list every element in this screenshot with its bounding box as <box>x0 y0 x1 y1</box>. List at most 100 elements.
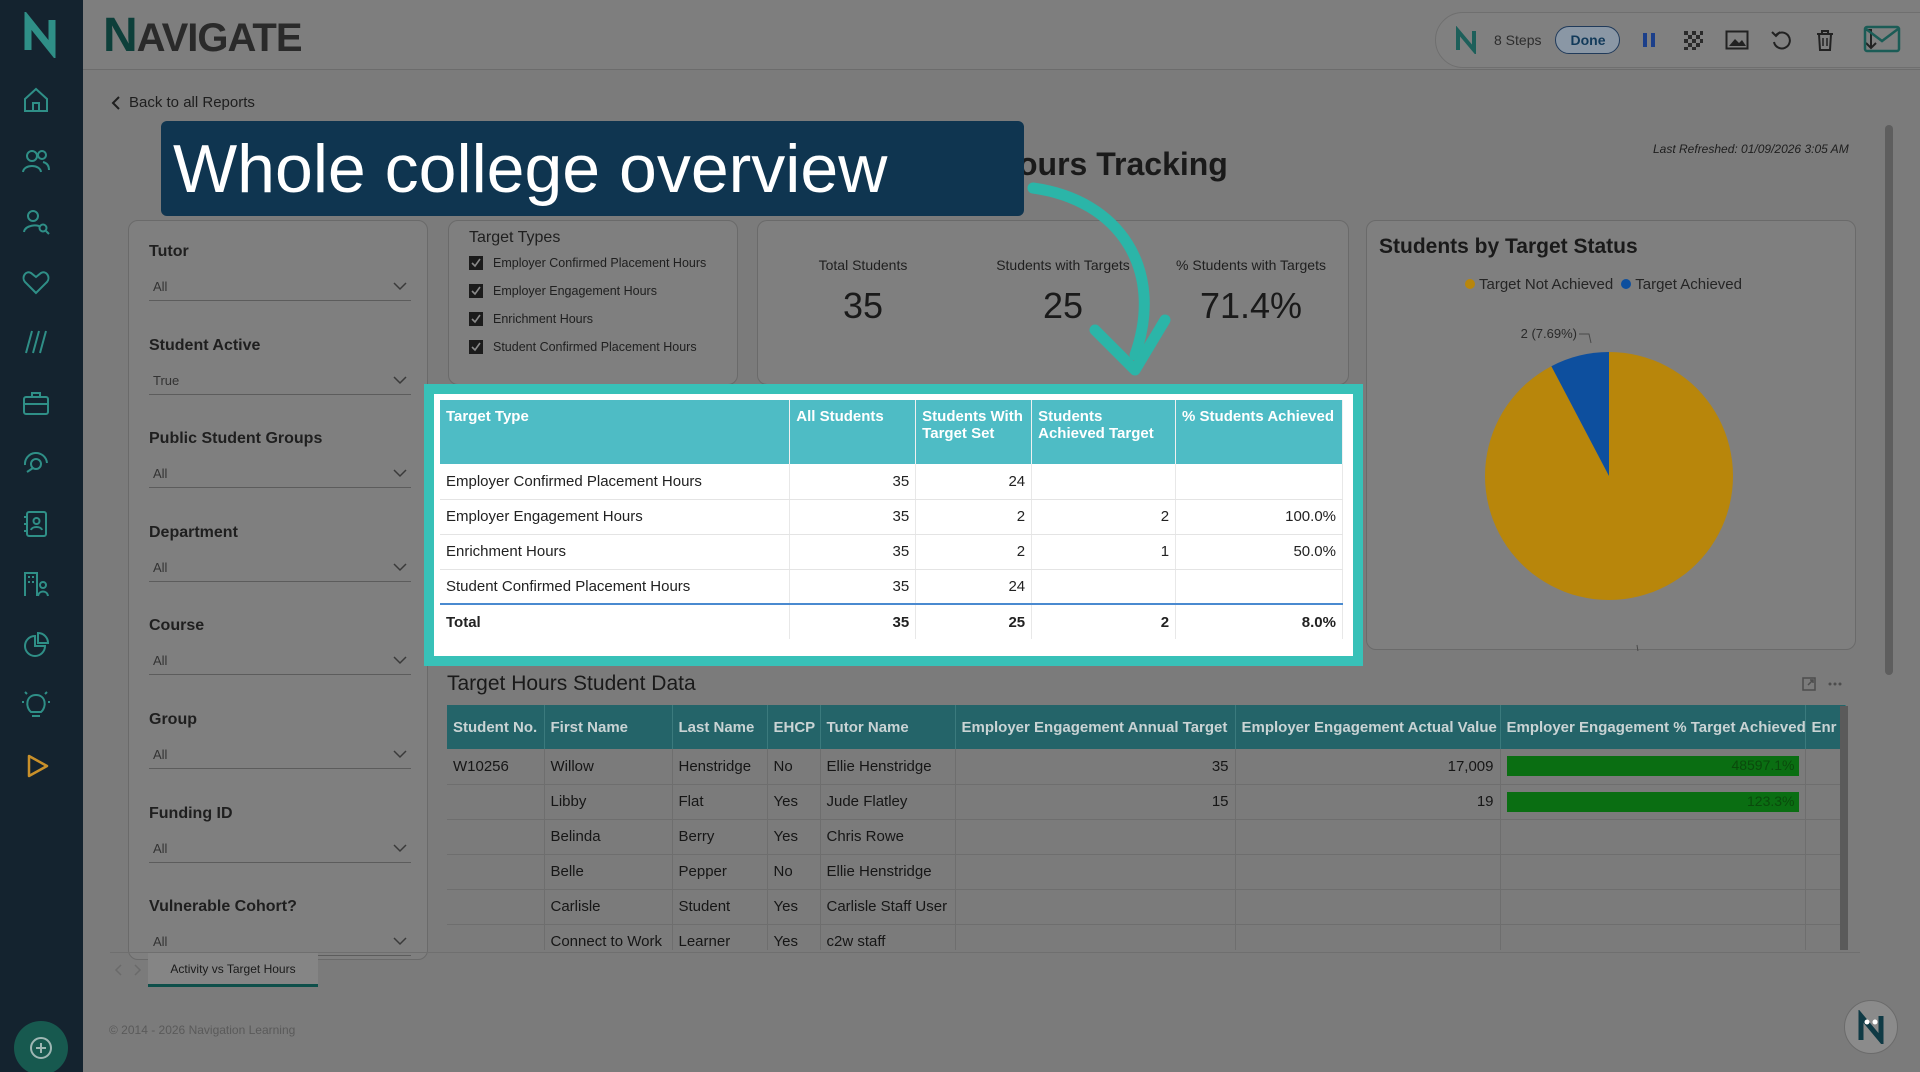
pie-chart-title: Students by Target Status <box>1379 235 1638 258</box>
nav-heart-button[interactable] <box>18 264 54 300</box>
image-icon[interactable] <box>1722 25 1752 55</box>
help-assistant-button[interactable] <box>1844 1000 1898 1054</box>
table-cell: 100.0% <box>1175 499 1343 535</box>
checkbox-checked-icon[interactable] <box>469 256 483 270</box>
table-cell: 35 <box>955 749 1236 785</box>
column-header[interactable]: Target Type <box>440 400 791 464</box>
pie-slice-target-achieved[interactable] <box>1551 352 1609 476</box>
undo-icon[interactable] <box>1766 25 1796 55</box>
column-header[interactable]: Enr <box>1805 705 1846 749</box>
column-header[interactable]: EHCP <box>767 705 821 749</box>
page-scrollbar[interactable] <box>1885 125 1893 675</box>
filter-label: Funding ID <box>149 804 233 822</box>
filter-value: All <box>153 934 168 950</box>
filter-dropdown[interactable]: All <box>149 554 411 582</box>
tab-prev-icon[interactable] <box>114 963 124 977</box>
chevron-down-icon <box>393 376 407 384</box>
table-cell <box>1805 749 1846 785</box>
checkbox-checked-icon[interactable] <box>469 312 483 326</box>
table-cell: Flat <box>672 784 768 820</box>
recorder-logo-icon <box>1456 26 1476 54</box>
column-header[interactable]: % Students Achieved <box>1175 400 1343 464</box>
checkbox-checked-icon[interactable] <box>469 284 483 298</box>
filter-tutor: Tutor All <box>149 243 411 301</box>
table-cell: c2w staff <box>820 924 956 950</box>
pause-icon[interactable] <box>1634 25 1664 55</box>
target-type-table-highlight: Target Type All Students Students With Tar… <box>424 384 1363 666</box>
top-bar: NAVIGATE 8 Steps Done <box>83 0 1920 70</box>
nav-contact-book-button[interactable] <box>18 506 54 542</box>
column-header[interactable]: Tutor Name <box>820 705 956 749</box>
pie-data-label-not-achieved: 24 (92.31%) <box>1657 650 1728 651</box>
table-cell: 35 <box>789 569 917 605</box>
filter-dropdown[interactable]: True <box>149 367 411 395</box>
nav-headset-button[interactable] <box>18 445 54 481</box>
nav-user-search-button[interactable] <box>18 203 54 239</box>
navigate-logo-icon[interactable] <box>18 12 64 58</box>
tab-activity-vs-target-hours[interactable]: Activity vs Target Hours <box>148 953 318 987</box>
column-header[interactable]: Last Name <box>672 705 768 749</box>
column-header[interactable]: Students Achieved Target <box>1031 400 1177 464</box>
assistant-mascot-icon <box>1858 1010 1884 1044</box>
blur-icon[interactable] <box>1678 25 1708 55</box>
tab-next-icon[interactable] <box>132 963 142 977</box>
filter-dropdown[interactable]: All <box>149 647 411 676</box>
student-data-table-container[interactable]: Student No. First Name Last Name EHCP Tutor … <box>447 705 1920 950</box>
nav-pie-chart-button[interactable] <box>18 627 54 663</box>
mail-icon[interactable] <box>1863 24 1901 54</box>
column-header[interactable]: Students With Target Set <box>915 400 1033 464</box>
column-header[interactable]: Employer Engagement Annual Target <box>955 705 1236 749</box>
table-scrollbar[interactable] <box>1840 706 1848 950</box>
table-cell <box>1805 889 1846 925</box>
filter-dropdown[interactable]: All <box>149 741 411 769</box>
nav-buildings-people-button[interactable] <box>18 566 54 602</box>
bar-label: 123.3% <box>1747 792 1795 809</box>
nav-play-button[interactable] <box>18 748 54 784</box>
legend-dot <box>1621 279 1632 289</box>
brand-logo[interactable]: NAVIGATE <box>103 9 303 62</box>
filter-label: Group <box>149 711 197 728</box>
buildings-people-icon <box>24 572 49 597</box>
table-cell <box>955 854 1236 890</box>
nav-people-button[interactable] <box>18 143 54 179</box>
nav-lightbulb-button[interactable] <box>18 687 54 723</box>
column-header[interactable]: All Students <box>789 400 917 464</box>
left-nav-rail <box>0 0 83 1072</box>
table-cell: 35 <box>789 534 917 570</box>
chevron-down-icon <box>393 563 407 571</box>
table-cell: 2 <box>915 534 1033 570</box>
contact-book-icon <box>24 510 47 537</box>
nav-timeline-button[interactable] <box>18 324 54 360</box>
filter-dropdown[interactable]: All <box>149 273 411 301</box>
back-label: Back to all Reports <box>129 94 255 111</box>
legend-item-not-achieved[interactable]: Target Not Achieved <box>1465 276 1613 293</box>
target-type-option[interactable]: Student Confirmed Placement Hours <box>469 340 697 354</box>
filter-dropdown[interactable]: All <box>149 460 411 489</box>
more-options-icon[interactable] <box>1827 676 1843 692</box>
pie-chart-icon <box>24 631 50 657</box>
column-header[interactable]: First Name <box>544 705 673 749</box>
filter-dropdown[interactable]: All <box>149 835 411 863</box>
target-type-label: Employer Confirmed Placement Hours <box>493 256 707 270</box>
back-to-reports-link[interactable]: Back to all Reports <box>111 94 255 111</box>
filter-student-active: Student Active True <box>149 337 411 395</box>
checkbox-checked-icon[interactable] <box>469 340 483 354</box>
table-cell: Yes <box>767 924 821 950</box>
column-header[interactable]: Employer Engagement % Target Achieved <box>1500 705 1806 749</box>
chevron-down-icon <box>393 469 407 478</box>
column-header[interactable]: Student No. <box>447 705 545 749</box>
nav-briefcase-button[interactable] <box>18 385 54 421</box>
filter-label: Tutor <box>149 243 189 260</box>
legend-item-achieved[interactable]: Target Achieved <box>1621 276 1742 293</box>
table-cell <box>1805 819 1846 855</box>
nav-home-button[interactable] <box>18 82 54 118</box>
focus-mode-icon[interactable] <box>1801 676 1817 692</box>
trash-icon[interactable] <box>1810 25 1840 55</box>
column-header[interactable]: Employer Engagement Actual Value <box>1235 705 1501 749</box>
target-type-option[interactable]: Employer Confirmed Placement Hours <box>469 256 706 270</box>
filter-value: All <box>153 279 168 294</box>
target-type-option[interactable]: Enrichment Hours <box>469 312 593 326</box>
target-type-option[interactable]: Employer Engagement Hours <box>469 284 657 298</box>
add-button[interactable] <box>14 1021 68 1072</box>
done-button[interactable]: Done <box>1555 26 1621 54</box>
